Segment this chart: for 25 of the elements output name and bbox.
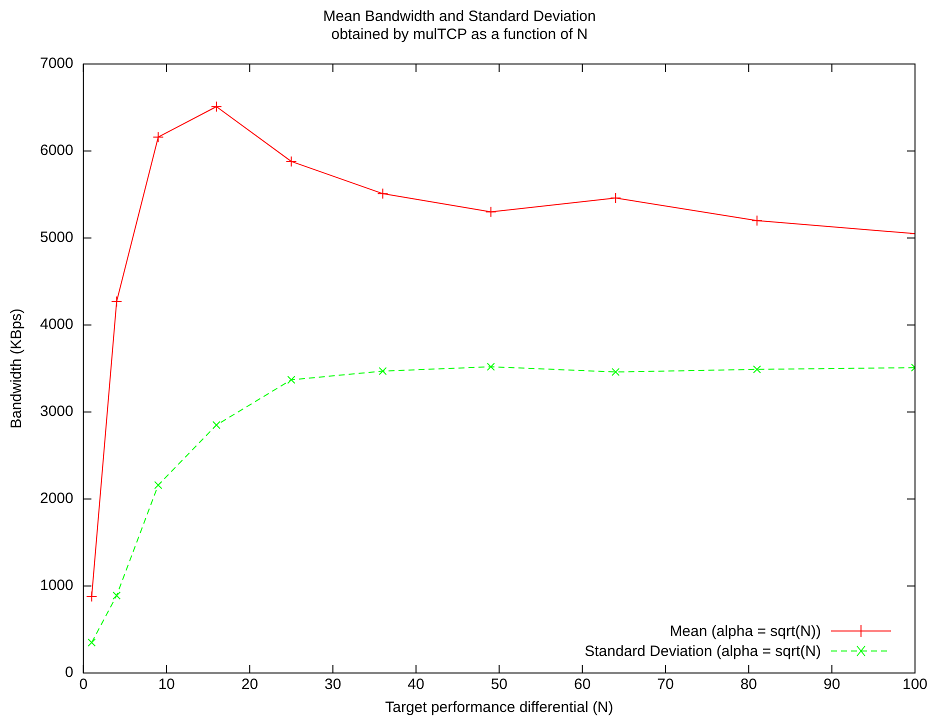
x-tick-label: 60 — [574, 676, 591, 694]
y-tick-label: 0 — [65, 664, 74, 682]
y-tick-label: 5000 — [40, 229, 74, 246]
x-tick-label: 20 — [241, 676, 258, 694]
text: Mean Bandwidth and Standard Deviation — [323, 8, 596, 26]
x-tick-label: 30 — [324, 676, 342, 694]
x-axis-title: Target performance differential (N) — [385, 699, 614, 716]
y-axis-title: Bandwidth (KBps) — [8, 308, 26, 429]
y-tick-label: 4000 — [40, 316, 74, 334]
y-tick-label: 3000 — [40, 403, 74, 420]
y-tick-label: 1000 — [40, 577, 74, 594]
legend-label: Standard Deviation (alpha = sqrt(N) — [584, 642, 821, 660]
x-tick-label: 90 — [823, 676, 840, 694]
x-tick-label: 40 — [408, 676, 424, 694]
y-tick-label: 6000 — [40, 142, 74, 160]
y-tick-label: 2000 — [40, 490, 74, 508]
y-tick-label: 7000 — [40, 55, 74, 72]
text: obtained by mulTCP as a function of N — [331, 26, 588, 44]
x-tick-label: 50 — [490, 676, 508, 694]
x-tick-label: 80 — [740, 676, 758, 694]
x-tick-label: 100 — [902, 676, 928, 694]
x-tick-label: 70 — [657, 676, 674, 694]
legend-label: Mean (alpha = sqrt(N)) — [670, 622, 821, 640]
x-tick-label: 10 — [158, 676, 175, 694]
x-tick-label: 0 — [79, 676, 88, 694]
